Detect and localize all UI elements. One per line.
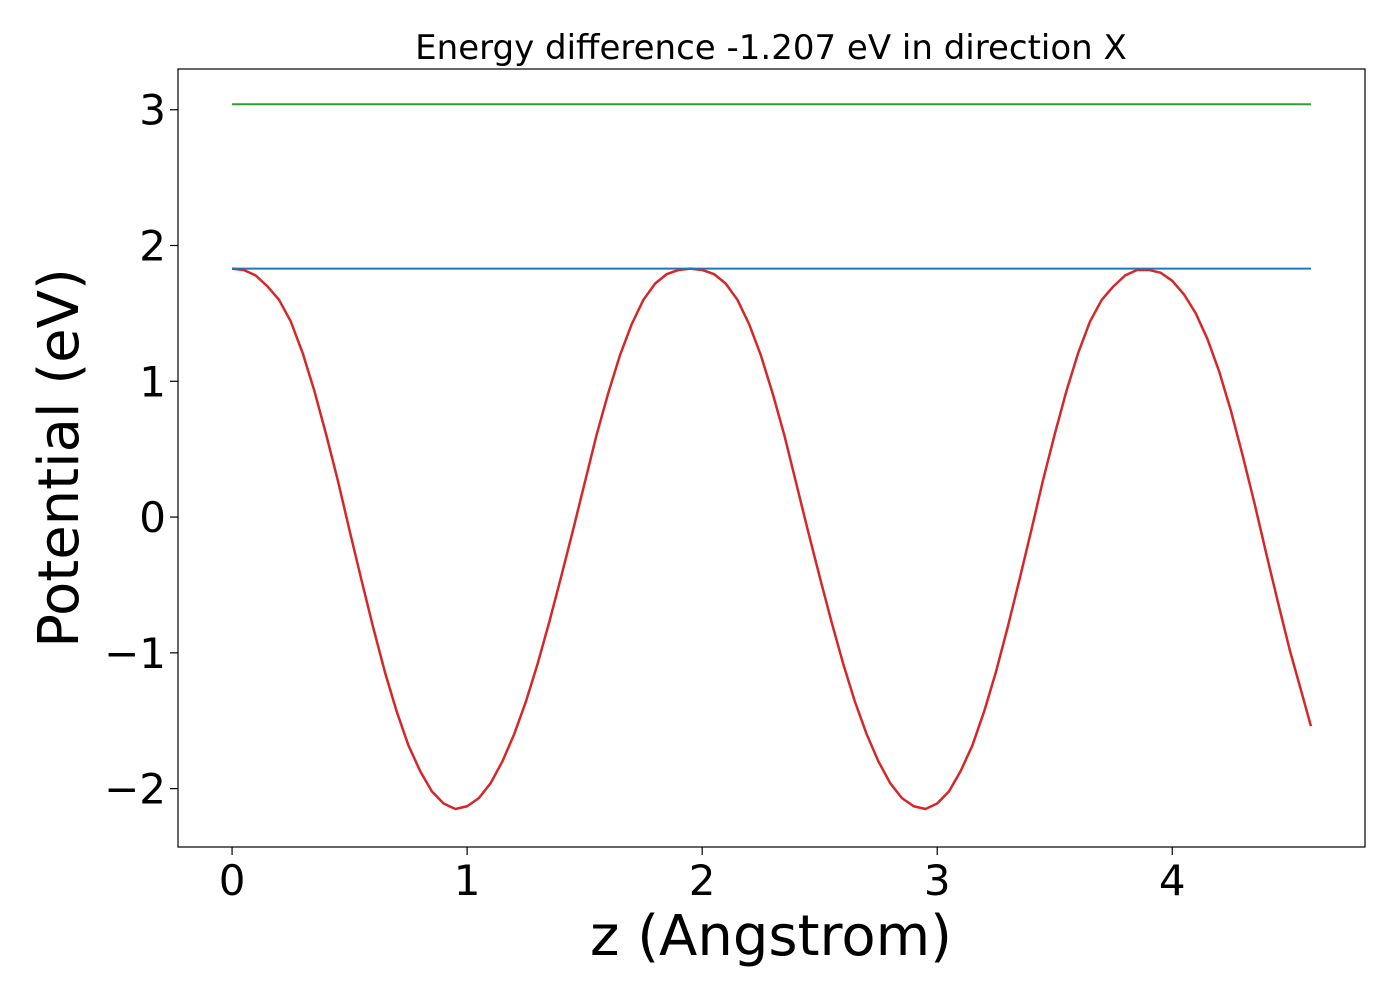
series-layer [231, 103, 1313, 811]
y-tick-label: 3 [139, 86, 166, 135]
y-tick-label: −2 [104, 765, 166, 814]
y-axis-label: Potential (eV) [27, 268, 92, 648]
x-tick-label: 4 [1159, 856, 1186, 905]
chart-title: Energy difference -1.207 eV in direction… [415, 28, 1127, 68]
x-tick-label: 2 [689, 856, 716, 905]
x-tick-label: 3 [924, 856, 951, 905]
y-axis-ticks: −2 −1 0 1 2 3 [104, 86, 178, 814]
y-tick-label: 2 [139, 222, 166, 271]
potential-curve [231, 267, 1313, 811]
plot-area [177, 68, 1366, 848]
y-tick-label: 1 [139, 357, 166, 406]
y-tick-label: 0 [139, 493, 166, 542]
x-tick-label: 1 [454, 856, 481, 905]
x-axis-ticks: 0 1 2 3 4 [219, 847, 1186, 905]
y-tick-label: −1 [104, 629, 166, 678]
x-tick-label: 0 [219, 856, 246, 905]
x-axis-label: z (Angstrom) [590, 904, 952, 969]
